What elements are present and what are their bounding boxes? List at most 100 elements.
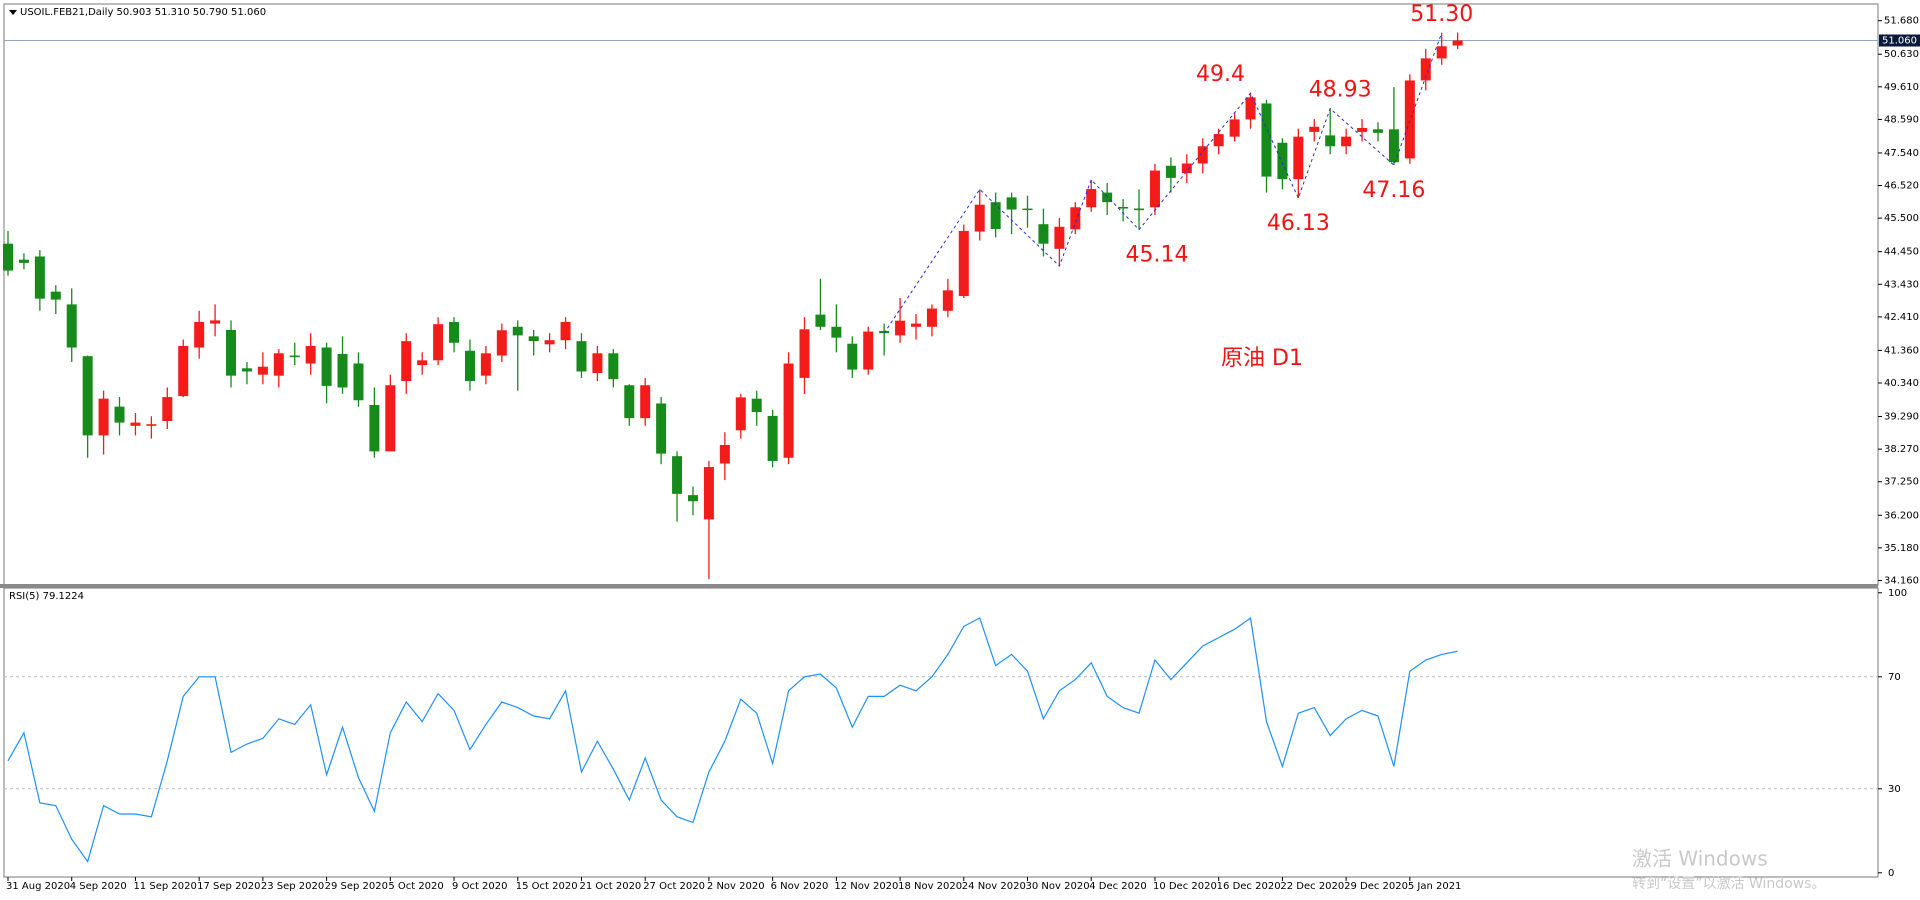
candle-body <box>433 324 444 361</box>
candle-body <box>321 347 332 386</box>
x-tick-label: 22 Dec 2020 <box>1280 881 1344 892</box>
candle-body <box>1070 207 1081 230</box>
y-tick-label: 40.340 <box>1884 378 1919 389</box>
y-tick-label: 0 <box>1888 868 1894 879</box>
y-tick-label: 46.520 <box>1884 181 1919 192</box>
x-tick-label: 4 Sep 2020 <box>70 881 127 892</box>
candle-body <box>1245 97 1256 120</box>
candle-body <box>34 256 45 299</box>
x-tick-label: 4 Dec 2020 <box>1089 881 1147 892</box>
candle-body <box>226 329 237 376</box>
y-tick-label: 36.200 <box>1884 510 1919 521</box>
candle-body <box>719 444 730 464</box>
y-tick-label: 43.430 <box>1884 279 1919 290</box>
x-tick-label: 29 Dec 2020 <box>1344 881 1408 892</box>
x-tick-label: 24 Nov 2020 <box>962 881 1026 892</box>
x-tick-label: 30 Nov 2020 <box>1026 881 1090 892</box>
rsi-panel <box>3 587 1879 878</box>
candle-body <box>1118 206 1129 209</box>
candle-body <box>417 360 428 366</box>
candle-body <box>815 314 826 327</box>
y-tick-label: 39.290 <box>1884 412 1919 423</box>
candle-body <box>608 353 619 380</box>
candle-body <box>18 259 29 263</box>
candle-body <box>178 345 189 397</box>
candle-body <box>640 385 651 419</box>
candle-body <box>592 353 603 374</box>
candle-body <box>799 329 810 378</box>
watermark: 转到“设置”以激活 Windows。 <box>1632 875 1825 892</box>
y-tick-label: 45.500 <box>1884 213 1919 224</box>
candle-body <box>369 405 380 452</box>
y-tick-label: 35.180 <box>1884 543 1919 554</box>
candle-body <box>767 415 778 461</box>
candle-body <box>544 340 555 345</box>
candle-body <box>1388 129 1399 163</box>
candle-body <box>576 341 587 372</box>
header: USOIL.FEB21,Daily 50.903 51.310 50.790 5… <box>20 7 266 18</box>
candle-body <box>1404 80 1415 159</box>
candle-body <box>990 202 1001 230</box>
y-tick-label: 51.680 <box>1884 16 1919 27</box>
candle-body <box>1181 163 1192 174</box>
candle-body <box>273 353 284 376</box>
candle-body <box>449 321 460 343</box>
candle-body <box>401 341 412 382</box>
chart-note: 原油 D1 <box>1221 346 1303 371</box>
candle-body <box>1452 40 1463 46</box>
candle-body <box>911 323 922 327</box>
candle-body <box>98 398 109 436</box>
x-tick-label: 12 Nov 2020 <box>834 881 898 892</box>
y-tick-label: 44.450 <box>1884 247 1919 258</box>
x-tick-label: 18 Nov 2020 <box>898 881 962 892</box>
candle-body <box>1213 134 1224 147</box>
candle-body <box>672 456 683 494</box>
x-tick-label: 17 Sep 2020 <box>197 881 260 892</box>
candle-body <box>863 331 874 370</box>
candle-body <box>942 290 953 311</box>
candle-body <box>783 363 794 458</box>
candle-body <box>1341 136 1352 147</box>
candle-body <box>847 343 858 370</box>
y-tick-label: 48.590 <box>1884 114 1919 125</box>
candle-body <box>1293 136 1304 180</box>
x-tick-label: 23 Sep 2020 <box>261 881 324 892</box>
x-tick-label: 29 Sep 2020 <box>325 881 388 892</box>
candle-body <box>496 330 507 356</box>
candle-body <box>130 422 141 426</box>
candle-body <box>703 467 714 520</box>
candle-body <box>257 366 268 375</box>
candle-body <box>687 495 698 502</box>
candle-body <box>624 385 635 419</box>
zigzag-label: 49.4 <box>1196 62 1245 87</box>
zigzag-label: 46.13 <box>1267 211 1330 236</box>
candle-body <box>1197 146 1208 164</box>
rsi-title: RSI(5) 79.1224 <box>9 591 84 602</box>
watermark: 激活 Windows <box>1632 847 1768 871</box>
y-tick-label: 47.540 <box>1884 148 1919 159</box>
candle-body <box>1022 208 1033 211</box>
candle-body <box>162 397 173 422</box>
candle-body <box>1277 142 1288 180</box>
y-tick-label: 49.610 <box>1884 82 1919 93</box>
candle-body <box>926 308 937 327</box>
panel-separator <box>0 584 1878 588</box>
candle-body <box>464 350 475 382</box>
candle-body <box>3 243 13 271</box>
candle-body <box>50 291 61 300</box>
candle-body <box>1357 128 1368 132</box>
y-tick-label: 70 <box>1888 672 1901 683</box>
candle-body <box>194 321 205 348</box>
x-tick-label: 10 Dec 2020 <box>1153 881 1217 892</box>
x-tick-label: 5 Oct 2020 <box>388 881 443 892</box>
candle-body <box>1006 197 1017 210</box>
x-tick-label: 31 Aug 2020 <box>6 881 70 892</box>
last-price-box <box>1879 34 1920 47</box>
y-tick-label: 34.160 <box>1884 575 1919 586</box>
candle-body <box>1102 192 1113 203</box>
candle-body <box>114 406 125 423</box>
menu-triangle <box>9 10 17 15</box>
last-price-label: 51.060 <box>1882 36 1917 47</box>
candle-body <box>305 345 316 364</box>
